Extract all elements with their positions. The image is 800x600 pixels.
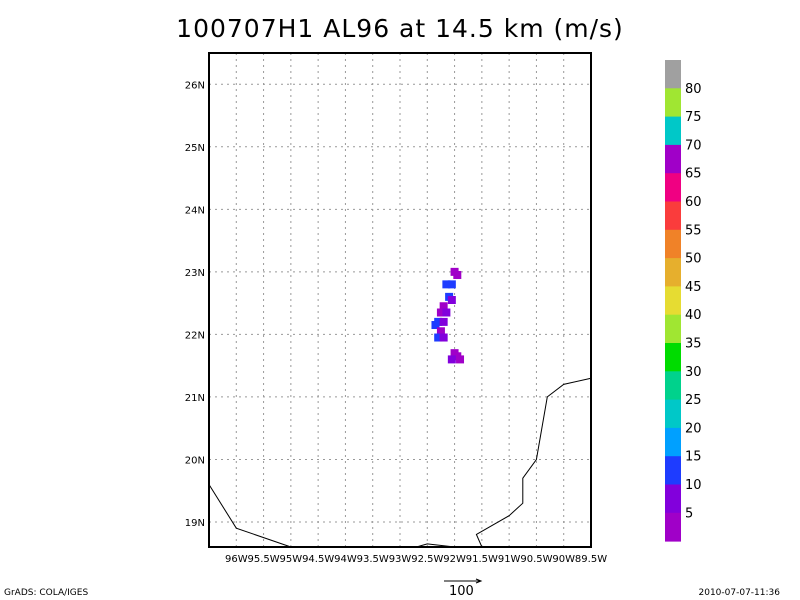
- wind-cell: [436, 308, 445, 317]
- colorbar-label: 5: [685, 506, 693, 521]
- colorbar-label: 30: [685, 365, 702, 380]
- lon-tick-label: 93W: [389, 554, 412, 565]
- colorbar-label: 65: [685, 167, 702, 182]
- lon-tick-label: 94.5W: [302, 554, 334, 565]
- colorbar-swatch: [665, 512, 681, 542]
- colorbar-label: 35: [685, 337, 702, 352]
- coastline: [416, 543, 455, 548]
- wind-cell: [456, 355, 465, 364]
- colorbar-swatch: [665, 201, 681, 231]
- wind-cell: [447, 296, 456, 304]
- lon-tick-label: 89.5W: [575, 554, 607, 565]
- lon-tick-label: 90.5W: [520, 554, 552, 565]
- vector-key-arrow: [444, 578, 483, 584]
- map-frame: [208, 52, 592, 548]
- lat-tick-label: 24N: [185, 205, 205, 216]
- lat-tick-label: 22N: [185, 330, 205, 341]
- latitude-labels: 26N 25N 24N 23N 22N 21N 20N 19N: [185, 80, 205, 529]
- wind-cell: [447, 355, 456, 364]
- colorbar-label: 20: [685, 421, 702, 436]
- colorbar-swatch: [665, 173, 681, 202]
- lon-tick-label: 91W: [498, 554, 521, 565]
- wind-cell: [434, 333, 443, 342]
- colorbar-swatch: [665, 427, 681, 457]
- lat-tick-label: 25N: [185, 143, 205, 154]
- lat-tick-label: 19N: [185, 518, 205, 529]
- vector-key-label: 100: [449, 584, 474, 599]
- wind-cell: [439, 317, 448, 326]
- lon-tick-label: 92.5W: [411, 554, 443, 565]
- colorbar-swatch: [665, 258, 681, 287]
- colorbar-swatch: [665, 60, 681, 89]
- wind-cell: [442, 280, 451, 289]
- lon-tick-label: 93.5W: [357, 554, 389, 565]
- wind-cell: [442, 308, 451, 317]
- colorbar-label: 60: [685, 195, 702, 210]
- colorbar-label: 10: [685, 478, 702, 493]
- wind-cell: [439, 333, 448, 342]
- colorbar-label: 15: [685, 450, 702, 465]
- wind-cell: [439, 302, 448, 311]
- lon-tick-label: 91.5W: [466, 554, 498, 565]
- lon-tick-label: 92W: [443, 554, 466, 565]
- wind-cell: [431, 321, 440, 330]
- colorbar-label: 80: [685, 82, 702, 97]
- coastline: [208, 484, 292, 548]
- longitude-labels: 96W 95.5W 95W 94.5W 94W 93.5W 93W 92.5W 92W 91.5W…: [225, 554, 607, 565]
- colorbar-label: 70: [685, 138, 702, 153]
- colorbar-swatch: [665, 343, 681, 372]
- footer-credit: GrADS: COLA/IGES: [4, 588, 89, 598]
- colorbar-swatch: [665, 371, 681, 401]
- footer-timestamp: 2010-07-07-11:36: [698, 588, 781, 598]
- wind-cell: [436, 327, 445, 336]
- coastlines: [208, 377, 592, 548]
- colorbar-swatch: [665, 229, 681, 259]
- lat-tick-label: 26N: [185, 80, 205, 91]
- colorbar-swatch: [665, 144, 681, 174]
- colorbar-swatch: [665, 88, 681, 118]
- colorbar-label: 45: [685, 280, 702, 295]
- lon-tick-label: 95W: [280, 554, 303, 565]
- wind-cell: [453, 270, 462, 279]
- colorbar-label: 75: [685, 110, 702, 125]
- lon-tick-label: 90W: [552, 554, 575, 565]
- coastline: [475, 377, 592, 548]
- lon-tick-label: 95.5W: [247, 554, 279, 565]
- colorbar: 80 75 70 65 60 55 50 45 40 35 30 25 20 15 10 5: [665, 60, 702, 542]
- colorbar-label: 50: [685, 252, 702, 267]
- lon-tick-label: 94W: [334, 554, 357, 565]
- lat-tick-label: 21N: [185, 393, 205, 404]
- colorbar-label: 40: [685, 308, 702, 323]
- lat-tick-label: 20N: [185, 455, 205, 466]
- colorbar-swatch: [665, 286, 681, 316]
- lon-tick-label: 96W: [225, 554, 248, 565]
- colorbar-label: 55: [685, 223, 702, 238]
- wind-speed-field: [431, 267, 465, 364]
- colorbar-label: 25: [685, 393, 702, 408]
- colorbar-swatch: [665, 484, 681, 514]
- colorbar-swatch: [665, 456, 681, 485]
- lat-tick-label: 23N: [185, 268, 205, 279]
- grid-lines: [209, 53, 592, 547]
- colorbar-swatch: [665, 314, 681, 344]
- wind-cell: [447, 280, 456, 289]
- colorbar-swatch: [665, 116, 681, 146]
- colorbar-swatch: [665, 399, 681, 429]
- map-title: 100707H1 AL96 at 14.5 km (m/s): [176, 14, 624, 43]
